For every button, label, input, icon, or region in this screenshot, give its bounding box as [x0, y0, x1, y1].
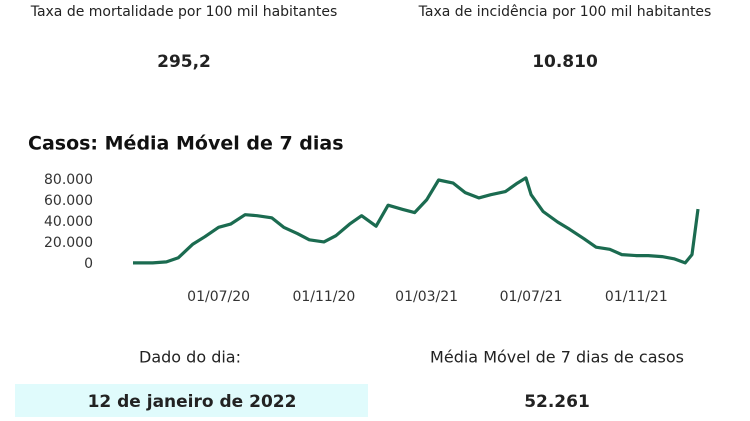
x-tick-label: 01/07/21 [500, 289, 563, 305]
stat-value: 295,2 [157, 52, 211, 72]
stat-label: Taxa de incidência por 100 mil habitante… [418, 4, 712, 20]
x-tick-label: 01/07/20 [187, 289, 250, 305]
y-tick-label: 60.000 [44, 193, 93, 209]
date-label: Dado do dia: [139, 348, 241, 367]
stat-value: 10.810 [532, 52, 598, 72]
date-highlight [15, 384, 368, 417]
chart-title: Casos: Média Móvel de 7 dias [28, 133, 344, 155]
x-tick-label: 01/11/20 [292, 289, 355, 305]
y-tick-label: 40.000 [44, 214, 93, 230]
avg-label: Média Móvel de 7 dias de casos [430, 348, 684, 367]
x-tick-label: 01/03/21 [395, 289, 458, 305]
x-tick-label: 01/11/21 [605, 289, 668, 305]
avg-value: 52.261 [524, 392, 590, 412]
y-tick-label: 80.000 [44, 172, 93, 188]
y-tick-label: 0 [84, 256, 93, 272]
line-chart: 0 20.000 40.000 60.000 80.000 01/07/20 01/11/2… [44, 172, 700, 305]
y-tick-label: 20.000 [44, 235, 93, 251]
date-value: 12 de janeiro de 2022 [88, 392, 297, 412]
series-line [133, 176, 700, 265]
stat-label: Taxa de mortalidade por 100 mil habitant… [30, 4, 338, 20]
